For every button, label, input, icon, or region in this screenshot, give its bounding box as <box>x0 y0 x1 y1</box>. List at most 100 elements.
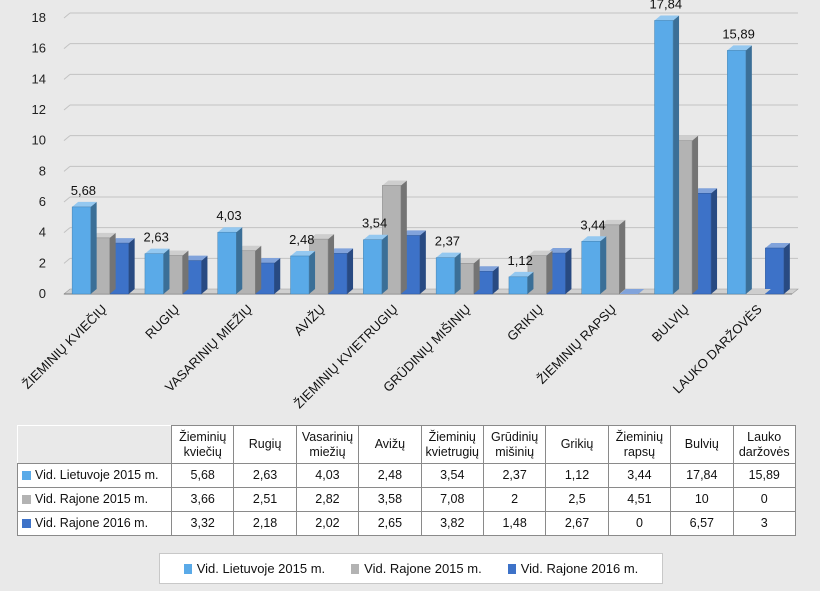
table-cell: 4,51 <box>607 487 672 512</box>
gridline-diag <box>63 135 71 142</box>
table-cell: 3 <box>732 511 796 536</box>
bar <box>727 45 752 295</box>
chart-area: 0 2 4 6 8 10 12 14 16 18 5,68 2,63 4,03 2,48 3,54 2,37 1… <box>19 0 799 411</box>
table-cell: 0 <box>607 511 672 536</box>
table-cell: 2,02 <box>295 511 360 536</box>
table-cell: 3,58 <box>358 487 422 512</box>
data-label: 2,37 <box>435 234 460 249</box>
bar-top <box>290 250 316 256</box>
x-category-label: BULVIŲ <box>649 302 692 345</box>
bar-front <box>290 255 310 295</box>
y-tick-label: 6 <box>39 194 46 209</box>
bar-top <box>236 245 262 251</box>
bar-top <box>619 289 645 294</box>
bar-front <box>71 206 91 295</box>
legend-item: Vid. Rajone 2015 m. <box>351 561 482 576</box>
bar-side <box>454 252 461 294</box>
data-label: 4,03 <box>216 208 241 223</box>
bar <box>435 252 461 295</box>
table-cell: 1,12 <box>545 463 609 488</box>
y-tick-label: 4 <box>39 225 46 240</box>
bar-side <box>492 266 499 294</box>
data-label: 2,63 <box>144 230 169 245</box>
legend-item: Vid. Lietuvoje 2015 m. <box>183 561 325 576</box>
gridline-diag <box>63 104 71 111</box>
y-tick-label: 18 <box>32 10 46 25</box>
x-category-label: ŽIEMINIŲ RAPSŲ <box>534 302 619 387</box>
gridline-diag <box>63 227 71 234</box>
bar-front <box>654 20 674 295</box>
bar-side <box>128 238 135 294</box>
table-header-cell: Žieminių rapsų <box>607 425 672 464</box>
bar <box>746 289 771 294</box>
bar <box>581 236 607 295</box>
bar-top <box>217 227 243 233</box>
bar-top <box>91 232 116 238</box>
bar-top <box>309 234 335 240</box>
gridline-diag <box>63 12 71 19</box>
table-header-cell: Grikių <box>545 425 609 464</box>
table-cell: 0 <box>732 487 796 512</box>
table-cell: 2,63 <box>233 463 297 488</box>
gridline-diag <box>63 196 71 203</box>
table-corner <box>17 425 172 464</box>
bar-front <box>765 247 785 295</box>
table-cell: 2,37 <box>482 463 547 488</box>
table-series-label: Vid. Lietuvoje 2015 m. <box>17 463 172 488</box>
table-cell: 6,57 <box>670 511 734 536</box>
table-cell: 3,82 <box>420 511 484 536</box>
bar-side <box>745 45 752 294</box>
bar-top <box>508 271 534 277</box>
table-header-cell: Vasarinių miežių <box>295 425 360 464</box>
table-cell: 2 <box>482 487 547 512</box>
bar-side <box>309 250 316 294</box>
x-category-label: GRIKIŲ <box>504 302 546 344</box>
bar-front <box>217 231 237 295</box>
table-cell: 2,18 <box>233 511 297 536</box>
bar-side <box>673 15 680 294</box>
bar-side <box>619 219 626 294</box>
bar-top <box>727 45 752 51</box>
bar-top <box>363 234 388 240</box>
bar-top <box>692 188 718 194</box>
bar-side <box>163 248 170 294</box>
table-row: Vid. Rajone 2016 m. 3,32 2,18 2,02 2,65 3,82 1… <box>17 511 796 536</box>
table-cell: 3,66 <box>170 487 235 512</box>
table-header-cell: Bulvių <box>670 425 734 464</box>
bar <box>654 15 680 295</box>
table-series-label: Vid. Rajone 2015 m. <box>17 487 172 512</box>
bar-side <box>419 230 426 294</box>
table-header-cell: Avižų <box>358 425 422 464</box>
table-header-cell: Žieminių kviečių <box>170 425 235 464</box>
bar-side <box>328 234 335 294</box>
bar-side <box>381 234 388 294</box>
bar-side <box>527 271 534 294</box>
x-category-label: RUGIŲ <box>142 302 182 342</box>
bar-top <box>654 15 680 21</box>
bar-top <box>72 201 97 207</box>
bar-side <box>182 250 189 294</box>
legend-swatch <box>351 563 360 574</box>
table-cell: 17,84 <box>670 463 734 488</box>
bar-top <box>255 258 281 264</box>
gridline-diag <box>63 165 71 172</box>
table-cell: 3,54 <box>420 463 484 488</box>
bar <box>765 243 790 295</box>
y-tick-label: 12 <box>32 102 46 117</box>
table-header-cell: Lauko daržovės <box>732 425 796 464</box>
bar-top <box>746 289 771 294</box>
x-category-label: ŽIEMINIŲ KVIEČIŲ <box>19 302 109 392</box>
table-header-cell: Žieminių kvietrugių <box>420 425 484 464</box>
table-cell: 2,67 <box>545 511 609 536</box>
bar-front <box>363 239 383 295</box>
table-cell: 3,32 <box>170 511 235 536</box>
bar-side <box>400 180 407 294</box>
bar <box>71 201 97 295</box>
bar-front <box>508 276 528 295</box>
table-cell: 2,82 <box>295 487 360 512</box>
gridline-diag <box>63 43 71 50</box>
bar-top <box>765 243 790 248</box>
table-series-label: Vid. Rajone 2016 m. <box>17 511 172 536</box>
bar-top <box>581 236 607 242</box>
table-row: Vid. Lietuvoje 2015 m. 5,68 2,63 4,03 2,48 3,… <box>17 463 796 488</box>
